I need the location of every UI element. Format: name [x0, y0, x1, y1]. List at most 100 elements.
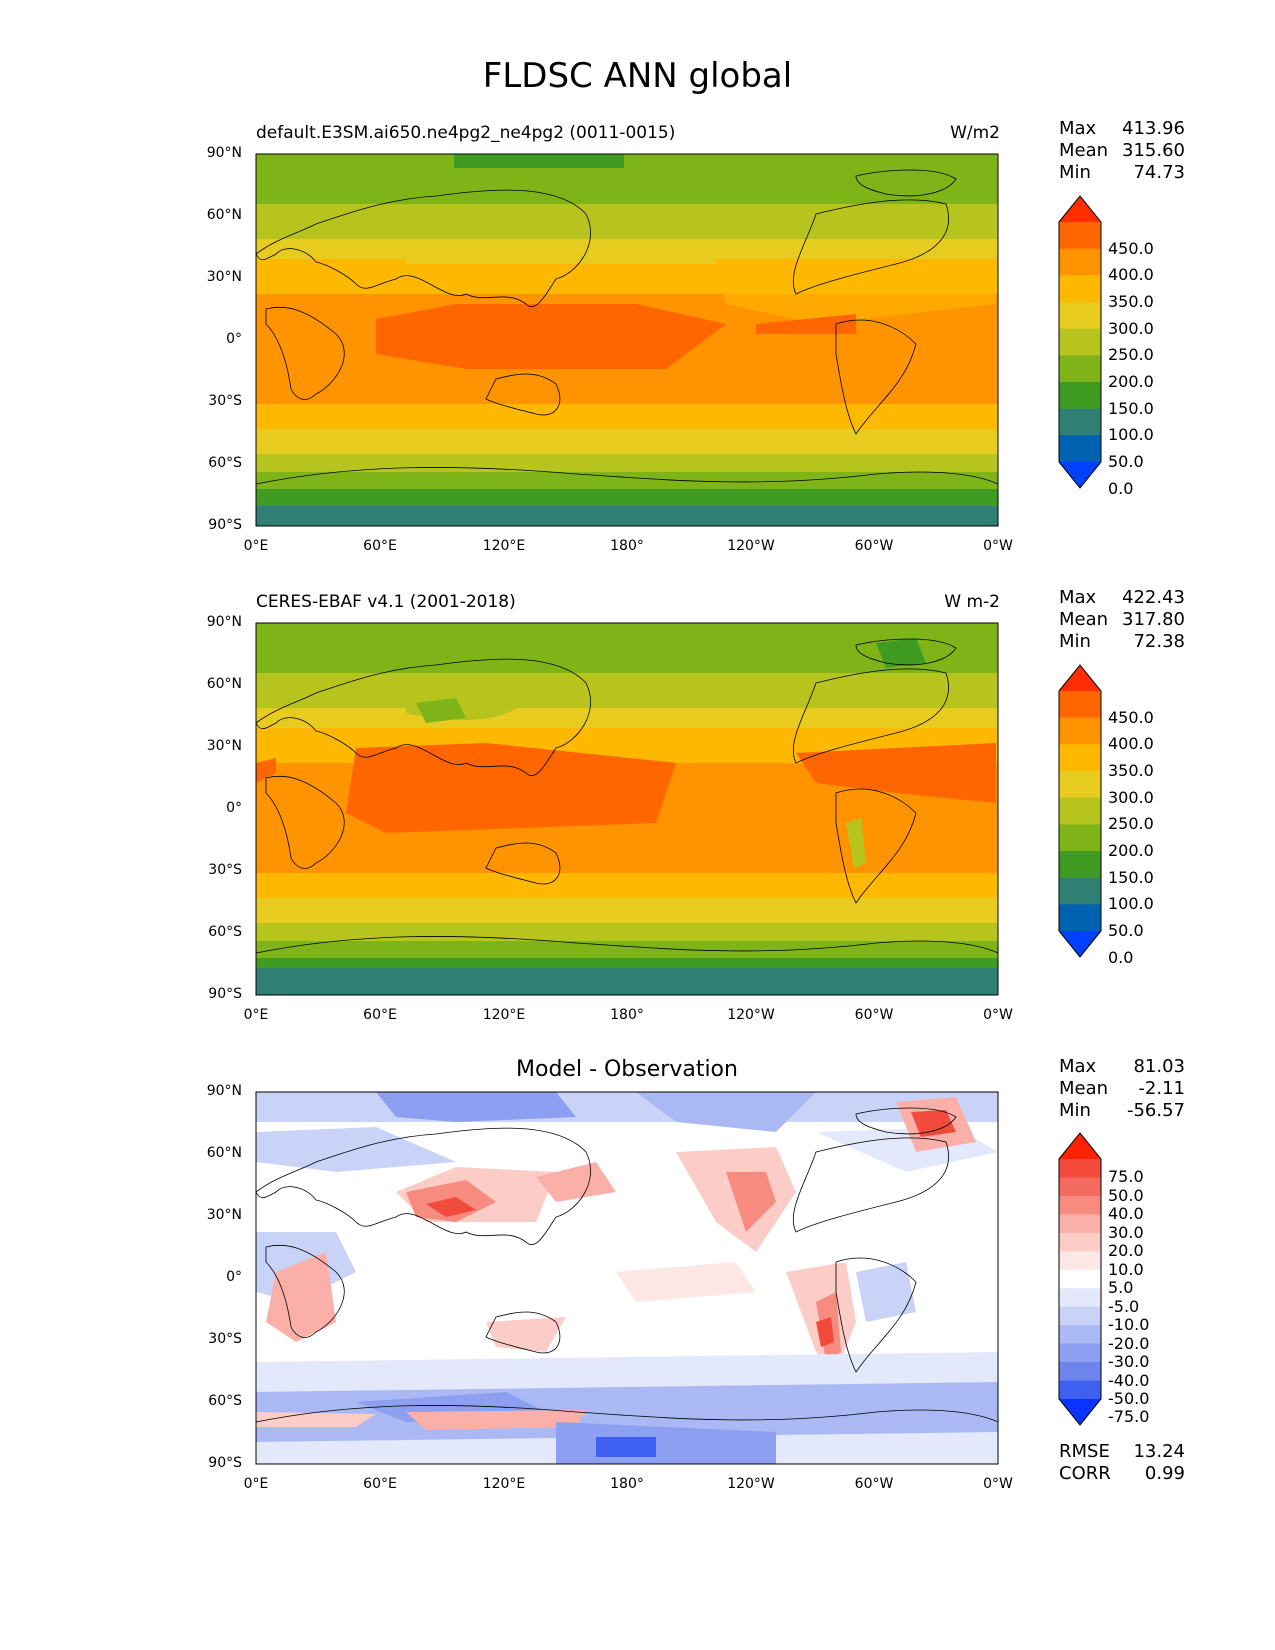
- panel3-xtick-0w: 0°W: [983, 1476, 1013, 1492]
- panel3-coastlines: [255, 1107, 999, 1423]
- cb1-tick-label: 350.0: [1108, 292, 1154, 311]
- panel1-ytick-30s: 30°S: [208, 393, 242, 409]
- cb1-extend-bottom: [1059, 462, 1101, 488]
- panel3-xtick-120w: 120°W: [727, 1476, 775, 1492]
- cb1-tick-label: 250.0: [1108, 345, 1154, 365]
- cb1-tick-label: 50.0: [1108, 452, 1144, 471]
- panel2-xtick-0w: 0°W: [983, 1007, 1013, 1023]
- cb2-tick-label: 250.0: [1108, 814, 1154, 834]
- cb3-tick-label: 30.0: [1108, 1222, 1144, 1242]
- cb3-swatch-7: [1059, 1288, 1101, 1308]
- cb1-swatch-3: [1059, 302, 1101, 330]
- cb2-tick-label: 450.0: [1108, 707, 1154, 727]
- panel1-ytick-60s: 60°S: [208, 455, 242, 471]
- stat-max: Max 81.03: [1059, 1056, 1185, 1077]
- panel3-ytick-30s: 30°S: [208, 1331, 242, 1347]
- cb3-swatch-2: [1059, 1195, 1101, 1215]
- cb3-extend-bottom: [1059, 1399, 1101, 1425]
- cb2-tick-label: 100.0: [1108, 894, 1154, 914]
- cb3-tick-label: 50.0: [1108, 1185, 1144, 1205]
- panel3-ytick-90n: 90°N: [206, 1083, 242, 1099]
- cb3-tick-label: -10.0: [1108, 1315, 1150, 1335]
- panel1-xtick-0e: 0°E: [243, 538, 269, 554]
- cb1-swatch-5: [1059, 355, 1101, 383]
- cb1-swatch-7: [1059, 408, 1101, 436]
- panel3-xtick-60w: 60°W: [854, 1476, 894, 1492]
- panel3-xtick-0e: 0°E: [243, 1476, 269, 1492]
- stat-min: Min -56.57: [1059, 1100, 1185, 1121]
- panel3-ytick-60s: 60°S: [208, 1393, 242, 1409]
- panel2-ytick-30n: 30°N: [206, 738, 242, 754]
- panel2-xtick-120w: 120°W: [727, 1007, 775, 1023]
- cb2-tick-label: 350.0: [1108, 761, 1154, 780]
- cb3-tick-label: 10.0: [1108, 1259, 1144, 1279]
- panel1-xtick-120e: 120°E: [482, 538, 526, 554]
- cb2-tick-label: 150.0: [1108, 867, 1154, 887]
- cb2-tick-label: 200.0: [1108, 841, 1154, 860]
- cb2-swatch-0: [1059, 691, 1101, 719]
- cb2-swatch-4: [1059, 797, 1101, 825]
- panel1-ytick-30n: 30°N: [206, 269, 242, 285]
- cb3-swatch-0: [1059, 1159, 1101, 1178]
- panel1-map: [255, 153, 999, 527]
- cb1-swatch-0: [1059, 222, 1101, 250]
- stat-min: Min 74.73: [1059, 162, 1185, 183]
- panel2-stats: Max 422.43 Mean 317.80 Min 72.38: [1059, 587, 1185, 653]
- cb3-swatch-6: [1059, 1269, 1101, 1289]
- panel1-ytick-60n: 60°N: [206, 207, 242, 223]
- cb1-extend-top: [1059, 196, 1101, 222]
- cb2-swatch-8: [1059, 904, 1101, 932]
- cb1-swatch-1: [1059, 248, 1101, 276]
- cb3-swatch-8: [1059, 1306, 1101, 1326]
- figure-title: FLDSC ANN global: [482, 56, 793, 96]
- panel1-xtick-180: 180°: [610, 538, 644, 554]
- panel2-coastlines: [255, 638, 999, 954]
- panel2-xtick-120e: 120°E: [482, 1007, 526, 1023]
- cb2-swatch-1: [1059, 717, 1101, 745]
- panel2-label: CERES-EBAF v4.1 (2001-2018): [256, 592, 516, 612]
- cb3-swatch-9: [1059, 1325, 1101, 1345]
- panel3-ytick-0: 0°: [226, 1269, 242, 1285]
- cb1-tick-label: 150.0: [1108, 398, 1154, 418]
- stat-max: Max 422.43: [1059, 587, 1185, 608]
- panel3-xtick-180: 180°: [610, 1476, 644, 1492]
- cb3-tick-label: 75.0: [1108, 1167, 1144, 1187]
- stat-mean: Mean -2.11: [1059, 1078, 1185, 1099]
- cb3-swatch-5: [1059, 1251, 1101, 1271]
- panel2-units: W m-2: [944, 592, 1000, 612]
- panel1-ytick-90n: 90°N: [206, 145, 242, 161]
- panel1-xtick-0w: 0°W: [983, 538, 1013, 554]
- cb1-tick-label: 0.0: [1108, 478, 1134, 498]
- cb1-tick-label: 400.0: [1108, 265, 1154, 285]
- panel2-xtick-60w: 60°W: [854, 1007, 894, 1023]
- cb3-swatch-1: [1059, 1177, 1101, 1197]
- cb3-tick-label: -20.0: [1108, 1333, 1150, 1353]
- panel2-map: [255, 622, 999, 996]
- cb3-tick-label: -75.0: [1108, 1407, 1150, 1427]
- cb2-extend-top: [1059, 665, 1101, 691]
- cb1-tick-label: 300.0: [1108, 318, 1154, 338]
- cb1-swatch-2: [1059, 275, 1101, 303]
- panel3-colorbar: [1058, 1132, 1102, 1426]
- panel1-units: W/m2: [950, 123, 1000, 143]
- cb1-swatch-6: [1059, 382, 1101, 410]
- stat-mean: Mean 315.60: [1059, 140, 1185, 161]
- cb1-swatch-8: [1059, 435, 1101, 463]
- panel2-colorbar: [1058, 664, 1102, 958]
- panel2-ytick-60n: 60°N: [206, 676, 242, 692]
- cb3-tick-label: 40.0: [1108, 1204, 1144, 1224]
- cb1-tick-label: 200.0: [1108, 372, 1154, 391]
- panel1-label: default.E3SM.ai650.ne4pg2_ne4pg2 (0011-0…: [256, 123, 676, 143]
- panel3-title: Model - Observation: [516, 1057, 738, 1082]
- cb2-swatch-5: [1059, 824, 1101, 852]
- panel3-ytick-60n: 60°N: [206, 1145, 242, 1161]
- panel1-stats: Max 413.96 Mean 315.60 Min 74.73: [1059, 118, 1185, 184]
- cb3-extend-top: [1059, 1133, 1101, 1159]
- panel2-ytick-30s: 30°S: [208, 862, 242, 878]
- panel3-stats: Max 81.03 Mean -2.11 Min -56.57: [1059, 1056, 1185, 1122]
- cb2-tick-label: 50.0: [1108, 921, 1144, 940]
- panel3-metrics: RMSE 13.24 CORR 0.99: [1059, 1441, 1185, 1485]
- metric-corr: CORR 0.99: [1059, 1463, 1185, 1484]
- cb3-tick-label: -30.0: [1108, 1352, 1150, 1372]
- panel2-xtick-60e: 60°E: [363, 1007, 397, 1023]
